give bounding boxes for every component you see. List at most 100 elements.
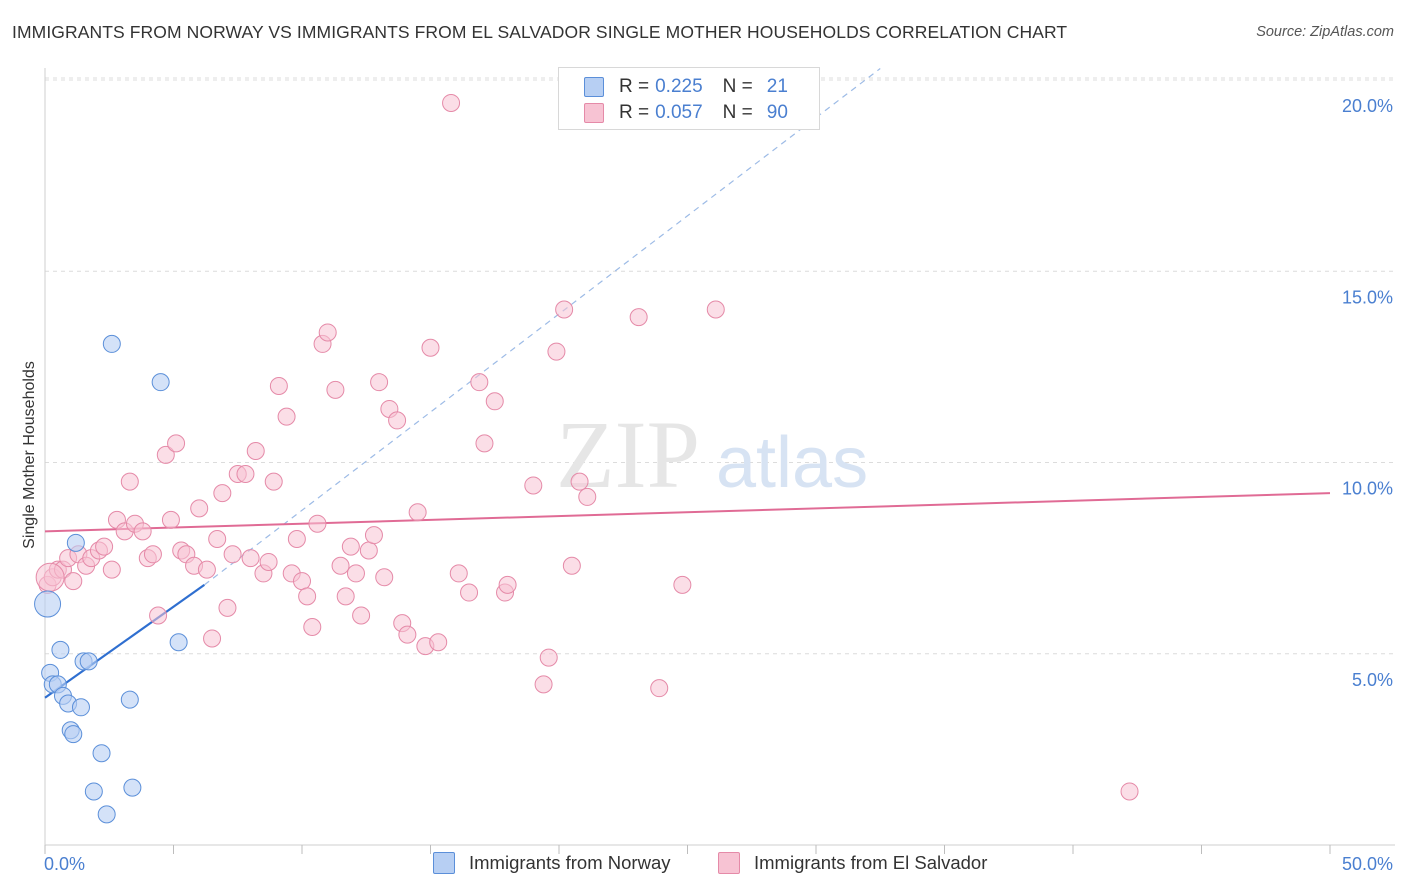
norway-trend-extension <box>203 68 881 586</box>
salvador-point <box>102 560 121 579</box>
salvador-point <box>341 537 360 556</box>
legend-n-value: 21 <box>766 76 788 97</box>
norway-point <box>169 633 188 652</box>
salvador-point <box>524 476 543 495</box>
source-label: Source: ZipAtlas.com <box>1256 24 1394 40</box>
series-legend-norway: Immigrants from Norway <box>433 852 670 874</box>
watermark-atlas: atlas <box>716 423 868 503</box>
salvador-point <box>370 373 389 392</box>
legend-n-label: N = <box>722 102 753 123</box>
salvador-point <box>269 377 288 395</box>
y-tick-label: 5.0% <box>1352 670 1393 690</box>
salvador-point <box>143 545 162 564</box>
y-tick-label: 10.0% <box>1342 479 1393 499</box>
legend-r-value: 0.225 <box>655 76 703 97</box>
salvador-point <box>673 575 692 594</box>
salvador-point <box>475 434 494 453</box>
norway-point <box>66 533 85 552</box>
salvador-point <box>120 472 139 491</box>
salvador-point <box>442 93 461 112</box>
salvador-point <box>236 464 255 483</box>
salvador-trend-line <box>44 492 1331 533</box>
y-tick-label: 15.0% <box>1342 287 1393 307</box>
salvador-point <box>331 556 350 575</box>
salvador-point <box>578 487 597 506</box>
salvador-point <box>326 380 345 399</box>
salvador-point <box>650 679 669 698</box>
norway-point <box>151 373 170 392</box>
salvador-point <box>208 530 227 548</box>
salvador-point <box>161 510 180 529</box>
series-label-norway: Immigrants from Norway <box>469 852 671 873</box>
salvador-point <box>460 583 479 602</box>
salvador-point <box>197 560 216 579</box>
salvador-point <box>629 308 648 327</box>
salvador-point <box>352 606 371 625</box>
salvador-point <box>259 552 278 571</box>
y-tick-label: 20.0% <box>1342 96 1393 116</box>
salvador-point <box>449 564 468 583</box>
salvador-point <box>485 392 504 411</box>
trend-lines <box>44 68 1331 699</box>
legend-n-value: 90 <box>766 102 788 123</box>
legend-swatch-salvador <box>584 103 604 123</box>
norway-point <box>97 805 116 824</box>
salvador-point <box>570 472 589 491</box>
salvador-point <box>398 625 417 644</box>
axes: 5.0% 10.0% 15.0% 20.0% <box>44 68 1395 854</box>
norway-trend-line <box>44 584 205 699</box>
salvador-point <box>336 587 355 606</box>
salvador-point <box>308 514 327 533</box>
salvador-point <box>241 549 260 568</box>
legend-r-label: R = <box>619 102 650 123</box>
series-legend: Immigrants from Norway Immigrants from E… <box>0 852 1406 878</box>
norway-point <box>123 778 142 797</box>
norway-point <box>34 590 62 618</box>
salvador-point <box>95 537 114 556</box>
series-swatch-norway <box>433 852 455 874</box>
salvador-point <box>364 526 383 545</box>
norway-point <box>120 690 139 709</box>
salvador-point <box>346 564 365 583</box>
salvador-point <box>318 323 337 342</box>
salvador-point <box>223 545 242 564</box>
salvador-point <box>498 575 517 594</box>
salvador-point <box>246 442 265 461</box>
salvador-point <box>375 568 394 587</box>
salvador-point <box>190 499 209 518</box>
salvador-point <box>156 445 175 464</box>
salvador-point <box>149 606 168 625</box>
salvador-point <box>298 587 317 606</box>
norway-point <box>64 725 83 744</box>
legend-r-value: 0.057 <box>655 102 703 123</box>
salvador-point <box>133 522 152 541</box>
x-tick-min: 0.0% <box>44 854 85 874</box>
salvador-point <box>35 562 65 592</box>
legend-row-salvador: R = 0.057 N = 90 <box>584 101 815 125</box>
series-swatch-salvador <box>718 852 740 874</box>
legend-r-label: R = <box>619 76 650 97</box>
salvador-point <box>293 572 311 591</box>
salvador-point <box>359 541 378 560</box>
salvador-point <box>287 530 306 548</box>
salvador-point <box>388 411 407 430</box>
watermark: ZIP atlas <box>556 401 868 508</box>
salvador-point <box>534 675 553 694</box>
y-axis-title: Single Mother Households <box>21 361 38 549</box>
salvador-point <box>706 300 725 319</box>
salvador-point <box>277 407 296 426</box>
norway-points <box>34 334 188 824</box>
chart-title: IMMIGRANTS FROM NORWAY VS IMMIGRANTS FRO… <box>12 22 1068 42</box>
salvador-point <box>562 556 581 575</box>
legend-swatch-norway <box>584 77 604 97</box>
norway-point <box>92 744 111 763</box>
x-tick-max: 50.0% <box>1342 854 1393 874</box>
norway-point <box>71 698 90 717</box>
salvador-point <box>303 617 322 636</box>
norway-point <box>51 640 70 659</box>
series-label-salvador: Immigrants from El Salvador <box>754 852 988 873</box>
norway-point <box>102 334 121 353</box>
salvador-point <box>167 434 186 453</box>
salvador-point <box>264 472 283 491</box>
